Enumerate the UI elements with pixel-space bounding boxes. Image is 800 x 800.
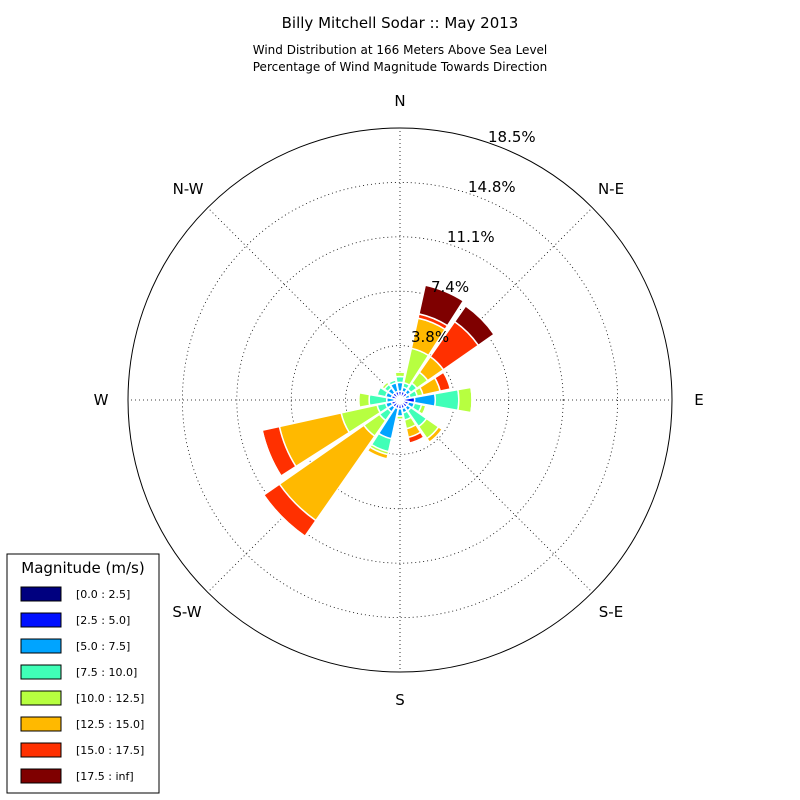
wind-bar-segment <box>418 284 465 327</box>
wind-bar-segment <box>417 403 427 416</box>
chart-title: Billy Mitchell Sodar :: May 2013 <box>282 14 519 32</box>
legend-swatch <box>20 716 62 732</box>
wind-bar-segment <box>259 429 283 478</box>
legend-title: Magnitude (m/s) <box>21 559 144 577</box>
compass-label-se: S-E <box>599 603 623 621</box>
legend-swatch <box>20 690 62 706</box>
polar-grid <box>128 128 672 672</box>
legend-items: [0.0 : 2.5] [2.5 : 5.0] [5.0 : 7.5] [7.5 : … <box>20 586 144 784</box>
compass-label-s: S <box>395 691 405 709</box>
legend-swatch <box>20 768 62 784</box>
legend-swatch <box>20 586 62 602</box>
legend-swatch <box>20 638 62 654</box>
wind-bar-segment <box>433 371 452 393</box>
wind-bar-segment <box>394 371 406 378</box>
grid-ring <box>236 236 564 564</box>
wind-bars <box>259 284 496 539</box>
legend-label: [15.0 : 17.5] <box>76 744 144 757</box>
wind-bar-segment <box>373 384 380 396</box>
wind-bar-segment <box>425 425 444 444</box>
legend-swatch <box>20 612 62 628</box>
radial-tick-label: 11.1% <box>447 228 495 246</box>
wind-bar-segment <box>453 304 496 347</box>
legend: Magnitude (m/s) [0.0 : 2.5] [2.5 : 5.0] [5… <box>6 553 160 794</box>
compass-label-e: E <box>694 391 703 409</box>
radial-tick-labels: 3.8% 7.4% 11.1% 14.8% 18.5% <box>411 128 536 346</box>
legend-swatch <box>20 664 62 680</box>
radial-tick-label: 14.8% <box>468 178 516 196</box>
polar-plot: 3.8% 7.4% 11.1% 14.8% 18.5% N N-E E S-E … <box>94 92 704 709</box>
legend-swatch <box>20 742 62 758</box>
radial-tick-label: 3.8% <box>411 328 449 346</box>
wind-bar-segment <box>358 391 371 409</box>
outer-ring <box>127 127 673 673</box>
chart-subtitle-line-1: Wind Distribution at 166 Meters Above Se… <box>253 43 548 57</box>
legend-label: [10.0 : 12.5] <box>76 692 144 705</box>
compass-label-sw: S-W <box>172 603 201 621</box>
compass-label-ne: N-E <box>598 180 624 198</box>
wind-bar-segment <box>457 386 473 414</box>
compass-label-w: W <box>94 391 109 409</box>
wind-bar-segment <box>261 494 306 539</box>
grid-ring <box>181 181 619 619</box>
compass-labels: N N-E E S-E S S-W W N-W <box>94 92 704 709</box>
grid-spoke <box>207 207 401 401</box>
legend-label: [17.5 : inf] <box>76 770 134 783</box>
wind-bar-segment <box>366 446 389 460</box>
radial-tick-label: 7.4% <box>431 278 469 296</box>
radial-tick-label: 18.5% <box>488 128 536 146</box>
legend-label: [5.0 : 7.5] <box>76 640 130 653</box>
compass-label-n: N <box>394 92 405 110</box>
wind-bar-segment <box>387 379 398 387</box>
chart-subtitle-line-2: Percentage of Wind Magnitude Towards Dir… <box>253 60 547 74</box>
legend-label: [2.5 : 5.0] <box>76 614 130 627</box>
grid-spoke <box>399 207 593 401</box>
legend-label: [12.5 : 15.0] <box>76 718 144 731</box>
legend-label: [0.0 : 2.5] <box>76 588 130 601</box>
wind-bar-segment <box>395 415 405 420</box>
grid-spoke <box>399 399 593 593</box>
compass-label-nw: N-W <box>173 180 204 198</box>
wind-bar-segment <box>433 388 460 412</box>
legend-label: [7.5 : 10.0] <box>76 666 137 679</box>
wind-bar-segment <box>379 379 389 389</box>
wind-bar-segment <box>407 431 425 444</box>
wind-bar-segment <box>471 385 476 415</box>
